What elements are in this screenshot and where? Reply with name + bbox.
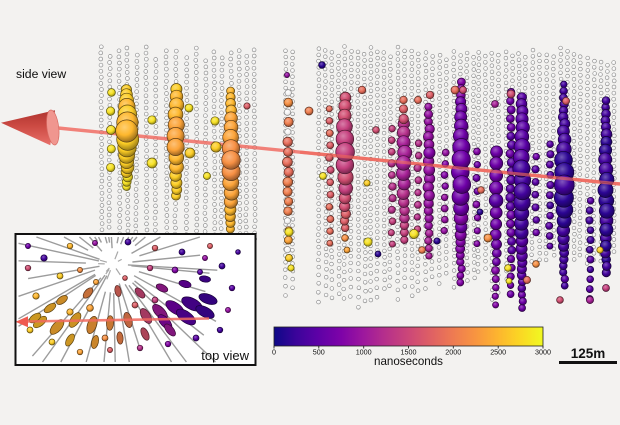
svg-text:top view: top view: [201, 348, 249, 363]
svg-text:side view: side view: [16, 67, 66, 81]
svg-text:2500: 2500: [490, 348, 506, 357]
svg-text:nanoseconds: nanoseconds: [374, 355, 443, 368]
svg-text:2000: 2000: [445, 348, 461, 357]
svg-text:3000: 3000: [535, 348, 551, 357]
svg-text:1000: 1000: [356, 348, 372, 357]
svg-text:0: 0: [272, 348, 276, 357]
svg-text:125m: 125m: [571, 346, 606, 361]
svg-text:500: 500: [313, 348, 325, 357]
